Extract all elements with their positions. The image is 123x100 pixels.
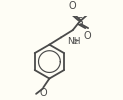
Text: O: O: [39, 88, 47, 98]
Text: NH: NH: [67, 36, 80, 46]
Text: O: O: [69, 1, 77, 11]
Text: S: S: [76, 17, 83, 27]
Text: O: O: [84, 31, 91, 41]
Text: 2: 2: [74, 40, 78, 46]
